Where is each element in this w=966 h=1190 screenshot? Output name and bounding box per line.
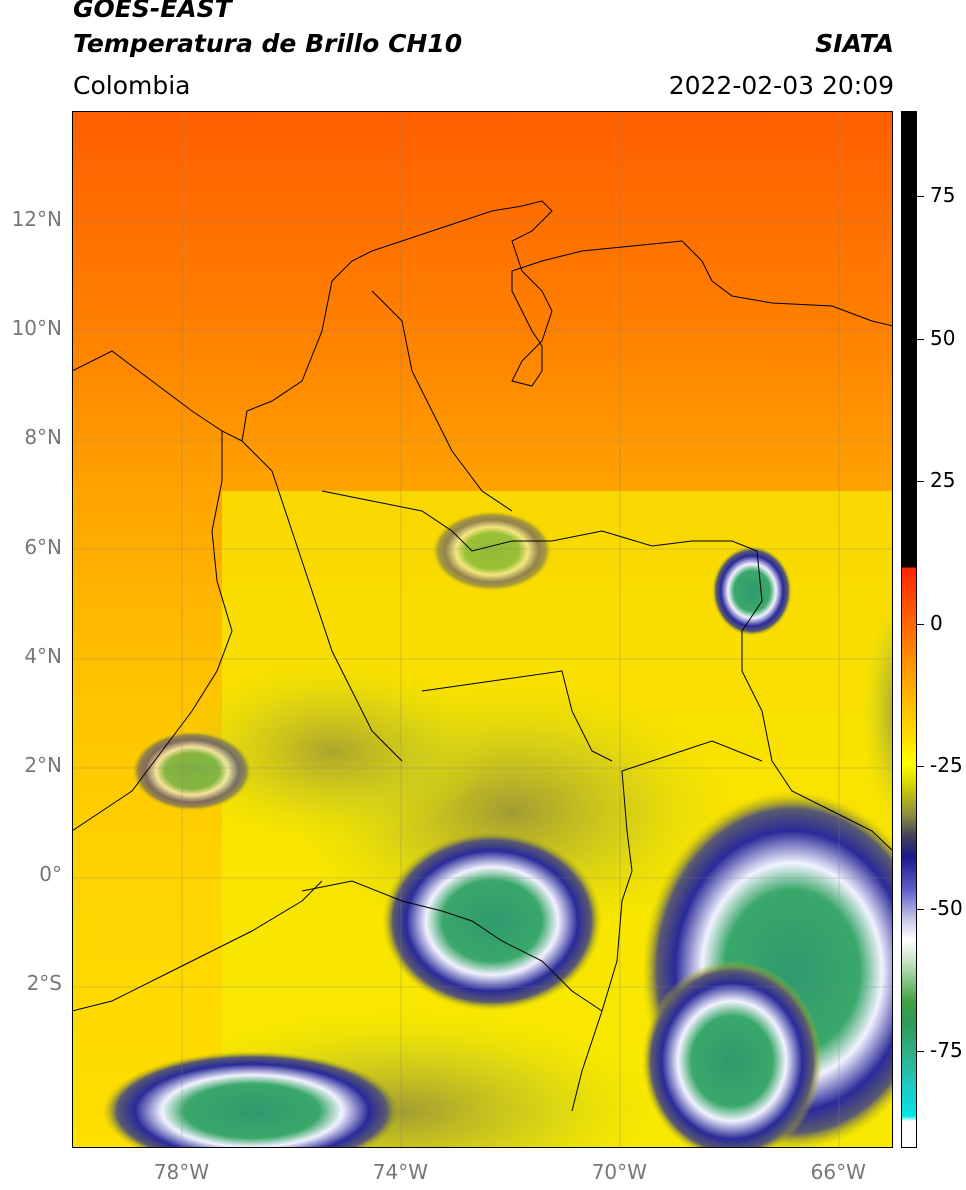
satellite-title: GOES-EAST — [73, 0, 232, 23]
colorbar-tick — [917, 196, 924, 198]
latitude-label: 8°N — [24, 425, 62, 450]
latitude-label: 10°N — [11, 316, 62, 341]
colorbar-tick — [917, 766, 924, 768]
colorbar-tick-label: -25 — [930, 753, 963, 778]
graticule — [72, 111, 893, 1148]
latitude-label: 2°N — [24, 752, 62, 777]
colorbar-tick-label: 75 — [930, 183, 956, 208]
colorbar-tick — [917, 908, 924, 910]
colorbar-tick — [917, 1051, 924, 1053]
latitude-label: 0° — [39, 862, 62, 887]
organization-label: SIATA — [815, 29, 894, 58]
colorbar-tick-label: 0 — [930, 610, 943, 635]
latitude-label: 4°N — [24, 643, 62, 668]
longitude-label: 74°W — [372, 1160, 429, 1184]
longitude-label: 78°W — [153, 1160, 210, 1184]
longitude-label: 66°W — [810, 1160, 866, 1184]
timestamp: 2022-02-03 20:09 — [668, 71, 894, 100]
latitude-label: 2°S — [26, 971, 62, 996]
colorbar-tick-label: 50 — [930, 325, 956, 350]
colorbar-tick-label: -50 — [930, 895, 963, 920]
product-title: Temperatura de Brillo CH10 — [73, 29, 463, 58]
latitude-label: 6°N — [24, 534, 62, 559]
colorbar — [901, 111, 917, 1148]
cloud-cover — [102, 511, 893, 1148]
brightness-temperature-map — [72, 111, 893, 1148]
colorbar-tick-label: 25 — [930, 468, 956, 493]
colorbar-tick — [917, 623, 924, 625]
coastlines-and-borders — [72, 200, 893, 1112]
colorbar-tick — [917, 481, 924, 483]
colorbar-tick — [917, 338, 924, 340]
latitude-label: 12°N — [11, 207, 62, 232]
colorbar-tick-label: -75 — [930, 1038, 963, 1063]
longitude-label: 70°W — [591, 1160, 647, 1184]
region-label: Colombia — [73, 71, 191, 100]
